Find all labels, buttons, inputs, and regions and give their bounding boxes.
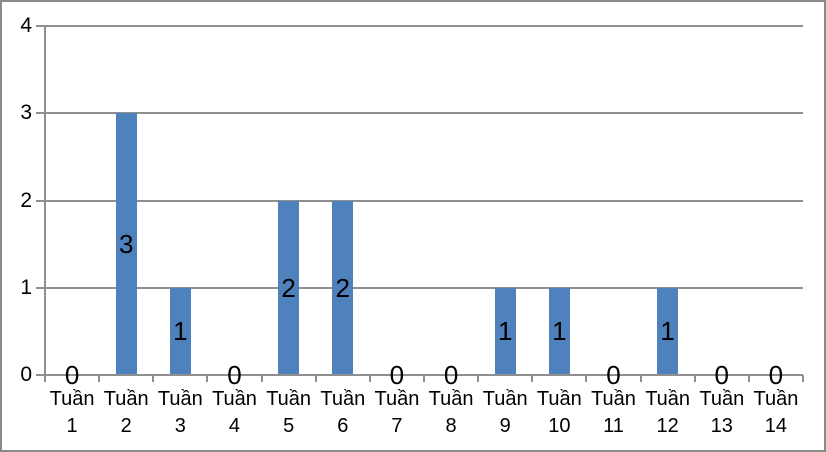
y-axis-label: 1 <box>20 275 32 299</box>
y-tick <box>36 199 45 202</box>
gridline <box>45 112 803 115</box>
x-tick <box>314 375 317 382</box>
x-axis-label: Tuần 12 <box>645 388 691 437</box>
data-label: 1 <box>660 316 675 347</box>
x-tick <box>802 375 804 382</box>
x-axis-label: Tuần 2 <box>103 388 149 437</box>
data-label: 1 <box>552 316 567 347</box>
bar <box>332 200 354 375</box>
x-axis-label: Tuần 4 <box>212 388 257 437</box>
x-axis-label: Tuần 14 <box>753 388 799 437</box>
x-axis-label: Tuần 1 <box>49 388 95 437</box>
bar <box>115 113 137 375</box>
y-axis-label: 2 <box>20 188 32 212</box>
bar <box>169 287 191 375</box>
x-axis-label: Tuần 5 <box>266 388 312 437</box>
y-axis-line <box>44 26 46 377</box>
gridline <box>45 25 803 27</box>
y-tick <box>36 374 45 376</box>
gridline <box>45 199 803 202</box>
data-label: 0 <box>606 360 621 390</box>
y-tick <box>36 25 45 27</box>
data-label: 2 <box>281 272 296 303</box>
x-tick <box>477 375 480 382</box>
data-label: 0 <box>389 360 405 390</box>
data-label: 0 <box>714 360 729 390</box>
x-tick <box>423 375 425 382</box>
x-tick <box>368 375 371 382</box>
x-tick <box>98 375 101 382</box>
gridline <box>45 286 803 289</box>
y-tick <box>36 112 45 115</box>
x-tick <box>206 375 209 382</box>
x-axis-label: Tuần 13 <box>699 388 745 437</box>
x-axis-line <box>45 374 803 376</box>
x-axis-label: Tuần 10 <box>536 388 582 437</box>
x-axis-label: Tuần 8 <box>428 388 474 437</box>
data-label: 0 <box>768 360 784 390</box>
x-axis-label: Tuần 3 <box>157 388 203 437</box>
x-axis-label: Tuần 7 <box>374 388 420 437</box>
y-axis-label: 4 <box>20 14 32 37</box>
x-axis-label: Tuần 6 <box>320 388 366 437</box>
y-axis-label: 3 <box>20 101 32 125</box>
data-label: 0 <box>64 360 80 390</box>
data-label: 2 <box>335 272 350 303</box>
data-label: 1 <box>173 316 188 347</box>
bar <box>494 287 516 375</box>
x-tick <box>152 375 155 382</box>
data-label: 0 <box>443 360 459 390</box>
x-tick <box>585 375 588 382</box>
x-tick <box>44 375 46 382</box>
bar <box>548 287 570 375</box>
data-label: 0 <box>227 360 242 390</box>
data-label: 3 <box>118 229 134 260</box>
y-axis-label: 0 <box>20 363 32 386</box>
x-tick <box>531 375 534 382</box>
bar <box>657 287 679 375</box>
x-tick <box>639 375 642 382</box>
x-axis-label: Tuần 11 <box>591 388 636 437</box>
x-axis-label: Tuần 9 <box>482 388 528 437</box>
y-tick <box>36 286 45 289</box>
x-tick <box>747 375 750 382</box>
data-label: 1 <box>497 316 513 347</box>
x-tick <box>260 375 263 382</box>
bar <box>278 200 300 375</box>
x-tick <box>693 375 696 382</box>
